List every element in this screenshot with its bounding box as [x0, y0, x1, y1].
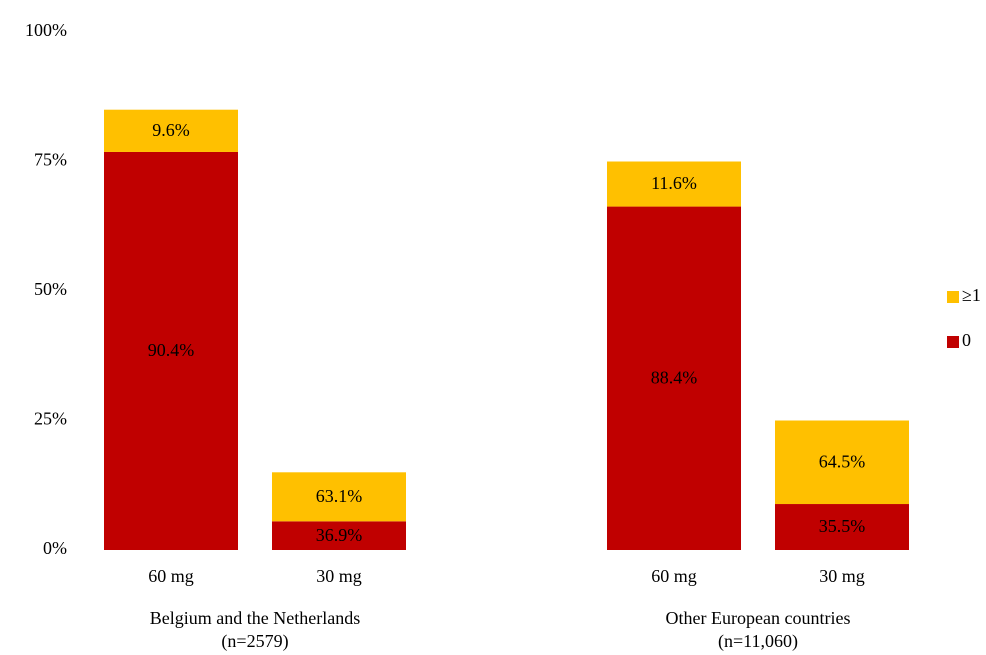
bar-segment	[272, 521, 406, 550]
bar-segment	[775, 504, 909, 550]
group-label: Belgium and the Netherlands	[150, 608, 360, 628]
x-axis: 60 mg 30 mg Belgium and the Netherlands (n=…	[148, 566, 865, 652]
bar-segment	[104, 151, 238, 550]
legend-swatch	[947, 336, 959, 348]
legend-swatch	[947, 291, 959, 303]
data-label: 88.4%	[651, 367, 698, 387]
y-tick-label: 25%	[34, 409, 67, 429]
bar-segment	[272, 472, 406, 522]
y-tick-label: 50%	[34, 279, 67, 299]
x-tick-label: 60 mg	[651, 566, 697, 586]
group-sublabel: (n=2579)	[221, 631, 288, 652]
y-tick-label: 0%	[43, 538, 67, 558]
bar-segment	[607, 161, 741, 207]
group-sublabel: (n=11,060)	[718, 631, 798, 652]
data-label: 11.6%	[651, 173, 697, 193]
data-label: 90.4%	[148, 340, 195, 360]
legend-label: ≥1	[962, 285, 981, 305]
data-label: 63.1%	[316, 486, 363, 506]
y-tick-label: 75%	[34, 150, 67, 170]
y-tick-label: 100%	[25, 20, 67, 40]
bars-layer: 90.4% 9.6% 36.9% 63.1% 88.4% 11.6% 35.5% 64.5%	[104, 109, 909, 551]
bar-segment	[104, 109, 238, 152]
data-label: 35.5%	[819, 516, 866, 536]
group-label: Other European countries	[666, 608, 851, 628]
x-tick-label: 60 mg	[148, 566, 194, 586]
x-tick-label: 30 mg	[316, 566, 362, 586]
data-label: 36.9%	[316, 525, 363, 545]
legend: ≥1 0	[947, 285, 981, 350]
bar-segment	[775, 420, 909, 505]
data-label: 9.6%	[152, 120, 190, 140]
x-tick-label: 30 mg	[819, 566, 865, 586]
legend-label: 0	[962, 330, 971, 350]
bar-segment	[607, 206, 741, 551]
data-label: 64.5%	[819, 451, 866, 471]
y-axis: 0% 25% 50% 75% 100%	[25, 20, 67, 558]
